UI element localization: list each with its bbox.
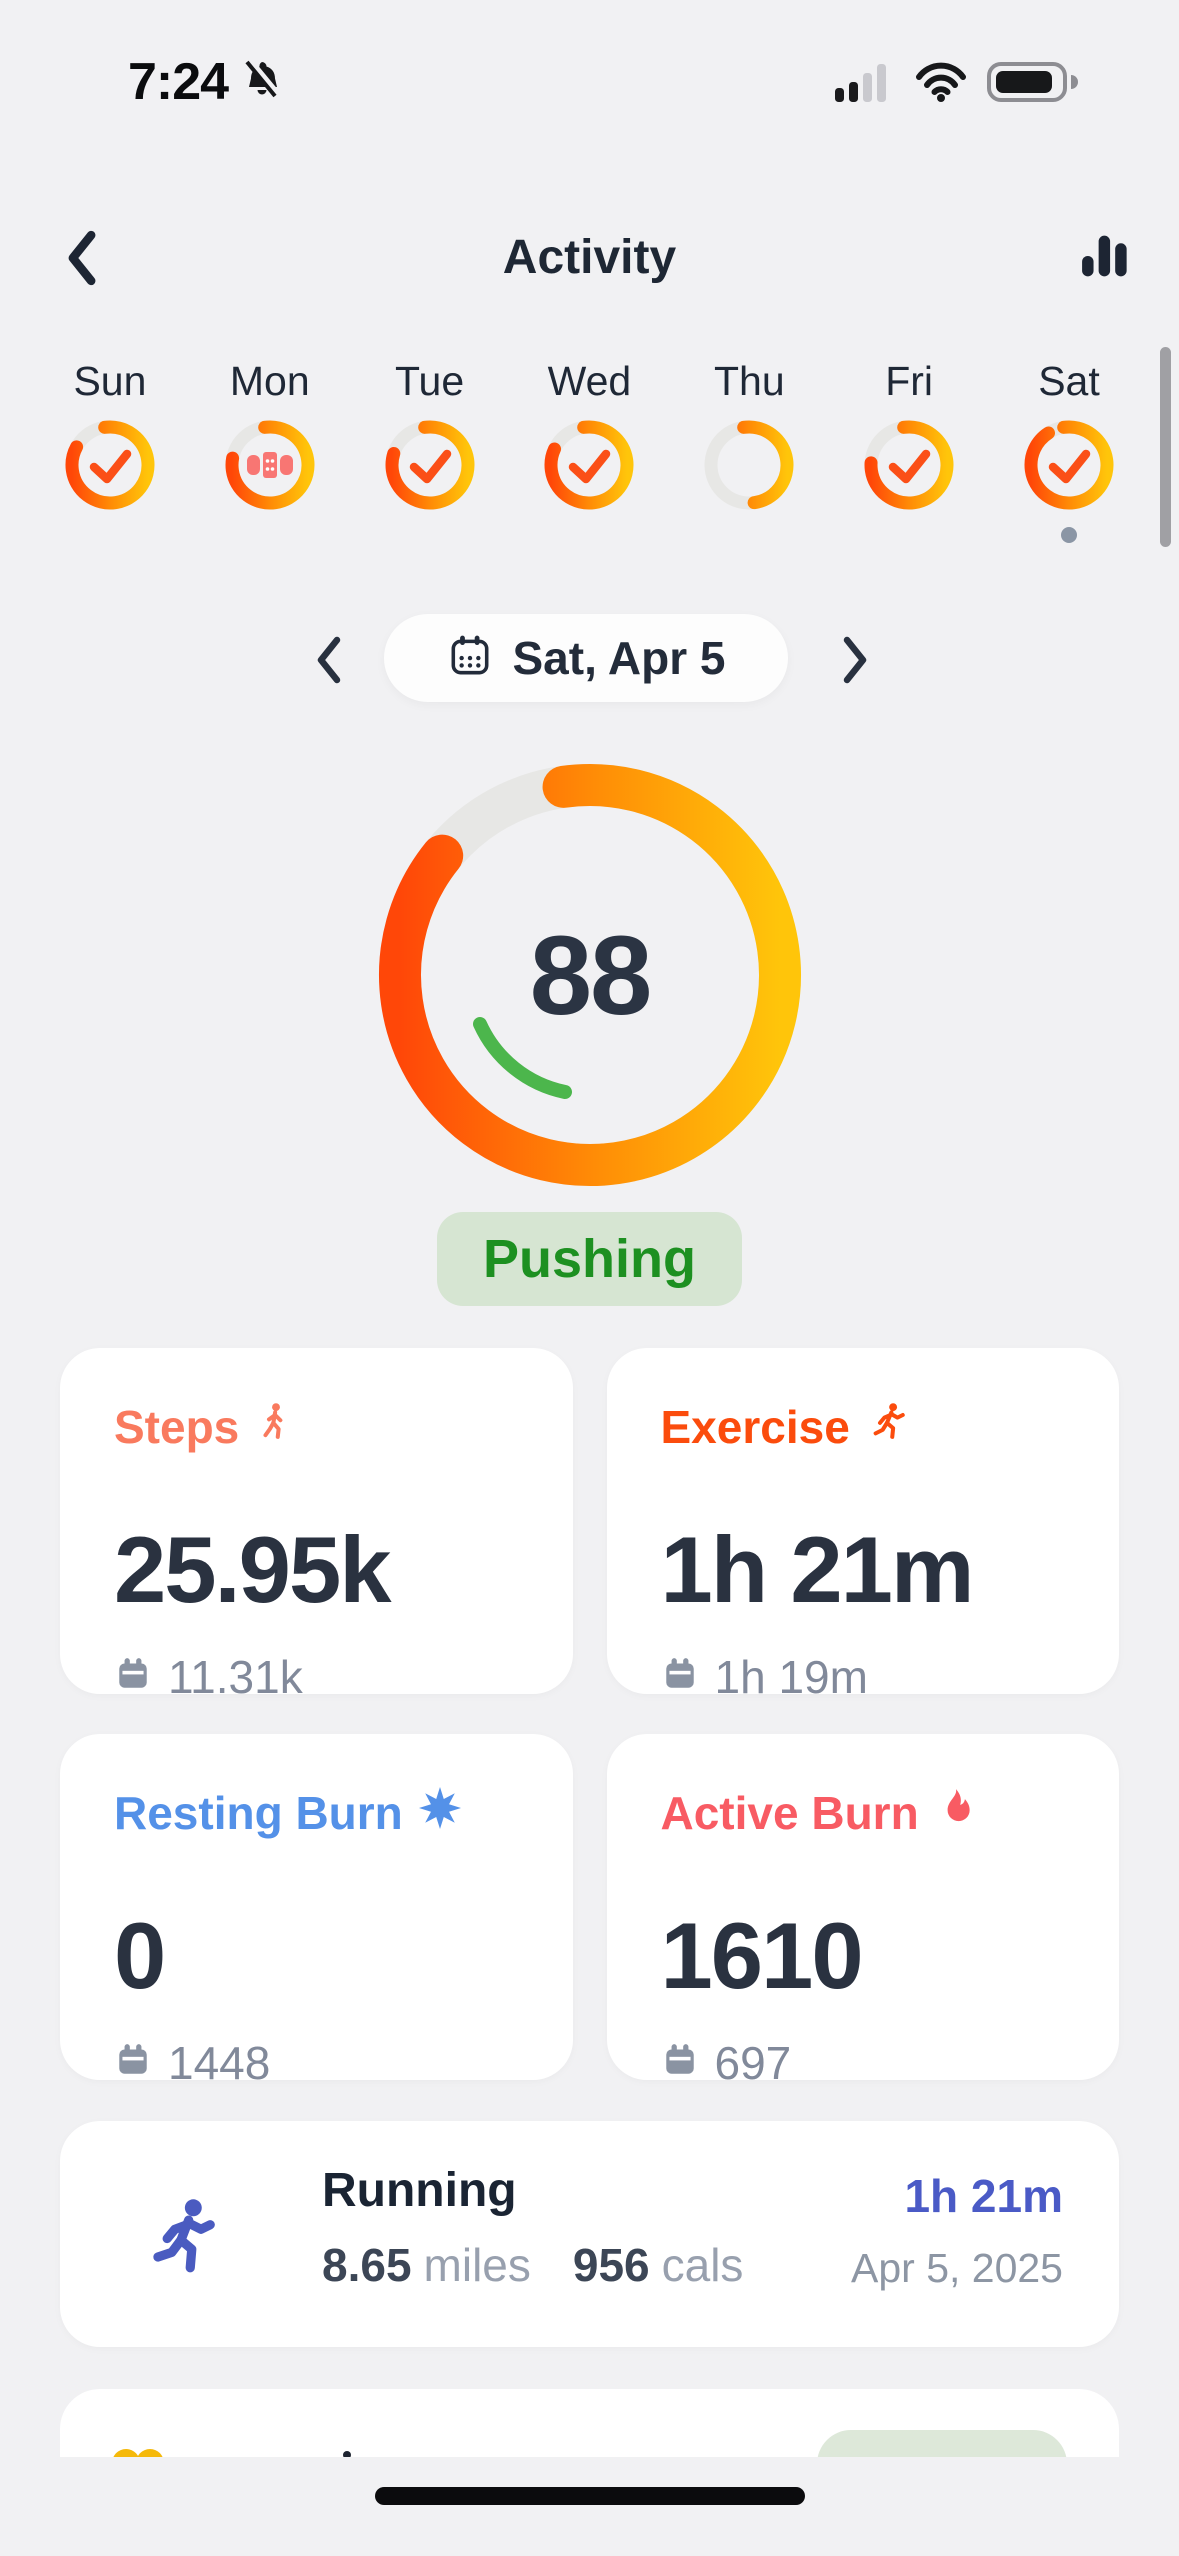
scrollbar[interactable] (1160, 347, 1171, 547)
day-ring (64, 419, 156, 511)
stat-label: Steps (114, 1401, 240, 1453)
stat-average: 11.31k (168, 1651, 303, 1703)
check-icon (409, 449, 451, 484)
activity-duration: 1h 21m (904, 2170, 1063, 2222)
calendar-icon (446, 632, 494, 685)
walking-icon (255, 1400, 297, 1454)
selected-day-dot (1060, 527, 1077, 543)
back-button[interactable] (58, 226, 106, 290)
runner-icon (866, 1400, 908, 1454)
day-item-sun[interactable]: Sun (40, 358, 180, 543)
stat-average: 1448 (168, 2037, 271, 2089)
score-ring[interactable]: 88 (378, 763, 802, 1187)
stat-label: Resting Burn (114, 1787, 403, 1839)
stat-card-active-burn[interactable]: Active Burn 1610 697 (606, 1734, 1119, 2089)
status-badge: Pushing (437, 1212, 742, 1306)
day-item-sat[interactable]: Sat (999, 358, 1139, 543)
day-ring (1023, 419, 1115, 511)
day-label: Wed (547, 358, 632, 404)
date-label: Sat, Apr 5 (512, 632, 726, 684)
day-item-mon[interactable]: Mon (200, 358, 340, 543)
day-label: Thu (713, 358, 785, 404)
stat-label: Active Burn (660, 1787, 919, 1839)
page-title: Activity (502, 231, 677, 284)
check-icon (89, 449, 132, 484)
day-label: Sat (1038, 358, 1100, 404)
app-header: Activity (0, 218, 1179, 298)
activity-distance: 8.65 (322, 2239, 412, 2291)
day-ring (863, 419, 955, 511)
wifi-icon (913, 61, 969, 108)
signal-icon (835, 60, 895, 109)
day-label: Mon (229, 358, 310, 404)
day-label: Fri (885, 358, 934, 404)
home-indicator[interactable] (374, 2487, 805, 2505)
check-icon (888, 449, 931, 484)
activity-name: Running (322, 2164, 517, 2217)
green-arc (473, 1017, 572, 1099)
activity-calories: 956 (572, 2239, 650, 2291)
bottom-safe-area (0, 2457, 1179, 2556)
day-ring (543, 419, 635, 511)
activity-distance-unit: miles (423, 2239, 531, 2291)
burst-icon (418, 1786, 461, 1840)
activity-calories-unit: cals (661, 2239, 744, 2291)
day-label: Sun (73, 358, 147, 404)
stat-value: 1610 (660, 1903, 864, 2008)
bell-slash-icon (240, 56, 284, 109)
calendar-mini-icon (661, 2036, 699, 2090)
stat-card-exercise[interactable]: Exercise 1h 21m 1h 19m (606, 1348, 1119, 1703)
stat-card-steps[interactable]: Steps 25.95k 11.31k (60, 1348, 573, 1703)
score-number: 88 (529, 912, 653, 1038)
day-ring (224, 419, 316, 511)
stat-card-resting-burn[interactable]: Resting Burn 0 1448 (60, 1734, 573, 2089)
calendar-mini-icon (661, 1650, 699, 1704)
chevron-left-icon[interactable] (306, 634, 352, 686)
stat-average: 1h 19m (714, 1651, 868, 1703)
stat-value: 25.95k (114, 1517, 392, 1622)
check-icon (1048, 449, 1091, 484)
check-icon (569, 449, 611, 484)
stats-grid: Steps 25.95k 11.31k Exercise (60, 1348, 1119, 2089)
chevron-right-icon[interactable] (832, 634, 878, 686)
day-item-thu[interactable]: Thu (679, 358, 819, 543)
running-icon (144, 2197, 218, 2277)
bar-chart-icon[interactable] (1077, 228, 1133, 284)
bandaid-icon (246, 452, 293, 478)
stat-value: 0 (114, 1903, 166, 2008)
date-pill[interactable]: Sat, Apr 5 (384, 614, 788, 702)
activity-card-running[interactable]: Running 8.65 miles 956 cals 1h 21m Apr 5… (60, 2121, 1119, 2347)
stat-average: 697 (714, 2037, 792, 2089)
day-item-wed[interactable]: Wed (519, 358, 659, 543)
clock-time: 7:24 (128, 53, 229, 111)
partial-text-dot (343, 2451, 351, 2459)
calendar-mini-icon (114, 1650, 152, 1704)
day-ring (384, 419, 476, 511)
calendar-mini-icon (114, 2036, 152, 2090)
date-selector: Sat, Apr 5 (0, 614, 1179, 704)
day-ring (703, 419, 795, 511)
status-bar: 7:24 (0, 52, 1179, 116)
stat-value: 1h 21m (660, 1517, 975, 1622)
activity-date: Apr 5, 2025 (851, 2245, 1063, 2291)
day-item-fri[interactable]: Fri (839, 358, 979, 543)
flame-icon (935, 1786, 977, 1840)
day-label: Tue (395, 358, 465, 404)
day-item-tue[interactable]: Tue (360, 358, 500, 543)
week-row: Sun Mon Tue Wed Thu Fri Sat (30, 358, 1149, 543)
stat-label: Exercise (660, 1401, 850, 1453)
battery-icon (987, 60, 1079, 109)
